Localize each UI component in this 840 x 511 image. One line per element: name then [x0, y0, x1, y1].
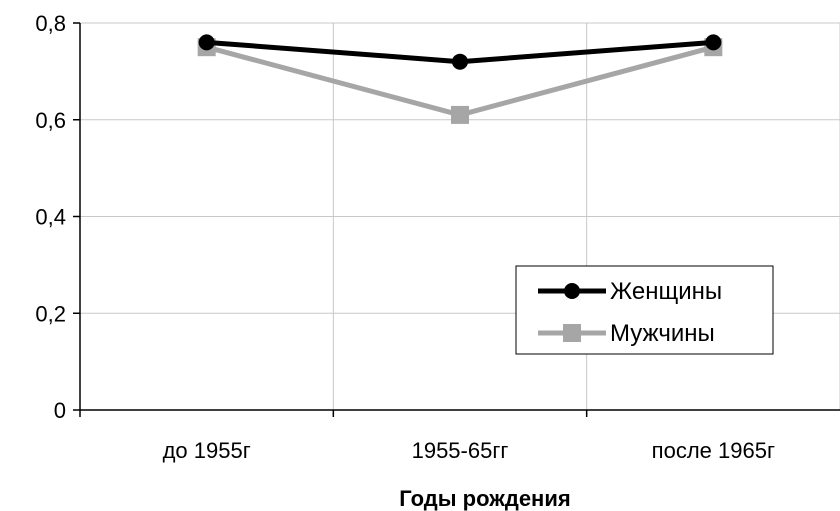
x-tick-label: 1955-65гг — [412, 438, 509, 463]
y-tick-label: 0,2 — [35, 301, 66, 326]
legend-marker — [564, 283, 580, 299]
legend-item: Мужчины — [538, 320, 715, 347]
series-1 — [198, 34, 722, 70]
y-tick-label: 0 — [54, 398, 66, 423]
y-tick-label: 0,8 — [35, 11, 66, 36]
y-tick-label: 0,6 — [35, 108, 66, 133]
series-2 — [197, 38, 723, 124]
legend-item: Женщины — [538, 278, 722, 305]
legend-label: Женщины — [610, 278, 722, 305]
axes: 0 0,2 0,4 0,6 0,8 до 1955г 1955-65гг после 1965… — [35, 11, 840, 463]
data-point — [451, 105, 469, 124]
legend-label: Мужчины — [610, 320, 715, 347]
x-axis-title: Годы рождения — [399, 486, 570, 511]
legend: Женщины Мужчины — [515, 265, 774, 355]
y-tick-label: 0,4 — [35, 205, 66, 230]
x-tick-label: до 1955г — [163, 438, 251, 463]
x-tick-label: после 1965г — [652, 438, 775, 463]
legend-marker — [563, 324, 581, 342]
data-point — [452, 53, 468, 70]
series — [197, 34, 723, 124]
legend-box — [515, 265, 774, 355]
data-point — [705, 34, 722, 51]
data-point — [198, 34, 215, 51]
